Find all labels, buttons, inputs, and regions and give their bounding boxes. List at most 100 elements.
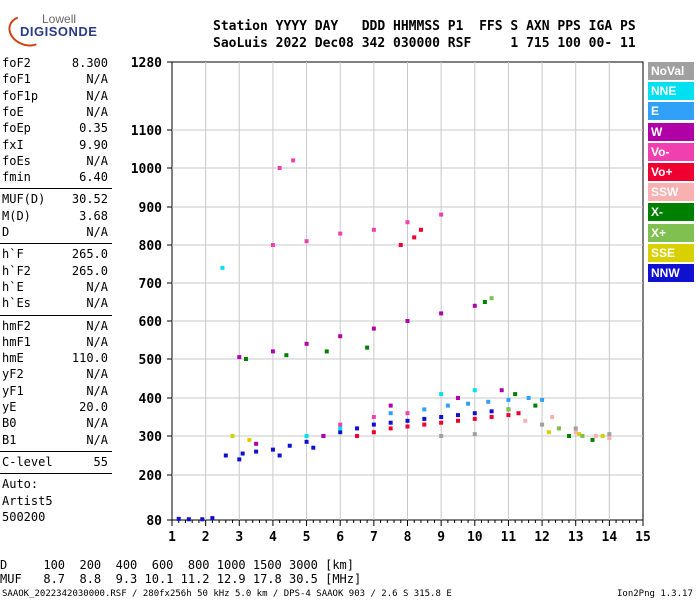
param-value: N/A <box>86 88 108 103</box>
x-tick-label: 4 <box>269 530 277 545</box>
param-value: 20.0 <box>79 400 108 414</box>
logo-line1: Lowell <box>42 12 77 26</box>
echo-point-nnw <box>240 451 245 456</box>
echo-point-vo- <box>472 416 477 421</box>
echo-point-w <box>388 403 393 408</box>
param-row: D N/A <box>2 225 108 241</box>
param-value: N/A <box>86 367 108 382</box>
echo-point-x- <box>244 357 249 361</box>
param-row: h`Es N/A <box>2 296 108 312</box>
echo-point-nnw <box>489 409 494 414</box>
param-value: N/A <box>86 383 108 398</box>
x-tick-label: 8 <box>404 530 412 545</box>
param-name: fxI <box>2 137 24 152</box>
param-value: N/A <box>86 153 108 168</box>
x-tick-label: 5 <box>303 530 311 545</box>
echo-point-x- <box>566 434 571 438</box>
param-divider <box>0 450 112 452</box>
legend-item-e: E <box>648 102 694 121</box>
x-tick-label: 3 <box>235 530 243 545</box>
echo-point-vo- <box>371 430 376 435</box>
auto-scaling-line2: Artist5 <box>2 493 53 508</box>
y-tick-label: 400 <box>139 392 163 407</box>
echo-point-vo- <box>388 426 393 431</box>
echo-point-x- <box>556 426 561 431</box>
echo-point-x- <box>580 434 585 438</box>
header-line1: Station YYYY DAY DDD HHMMSS P1 FFS S AXN… <box>213 19 636 34</box>
echo-point-nnw <box>455 413 460 418</box>
muf-row: MUF 8.7 8.8 9.3 10.1 11.2 12.9 17.8 30.5… <box>0 572 362 586</box>
param-value: 55 <box>93 454 108 469</box>
param-value: N/A <box>86 296 108 311</box>
param-name: fmin <box>2 170 31 185</box>
echo-point-vo- <box>270 243 275 247</box>
echo-point-vo- <box>439 212 444 217</box>
param-row: hmE 110.0 <box>2 351 108 367</box>
param-row: h`E N/A <box>2 280 108 296</box>
param-row: foEp 0.35 <box>2 121 108 137</box>
auto-scaling-line1: Auto: <box>2 477 39 492</box>
echo-point-w <box>371 326 376 331</box>
param-name: MUF(D) <box>2 192 46 207</box>
param-name: D <box>2 225 10 239</box>
param-name: foEs <box>2 153 31 168</box>
x-tick-label: 15 <box>635 530 651 545</box>
echo-point-nnw <box>405 418 410 423</box>
param-name: foEp <box>2 121 31 136</box>
echo-point-vo- <box>405 424 410 429</box>
echo-point-vo- <box>405 220 410 225</box>
echo-point-e <box>388 411 393 416</box>
echo-point-x- <box>284 353 289 358</box>
param-divider <box>0 473 112 475</box>
param-name: hmF1 <box>2 334 31 349</box>
param-value: N/A <box>86 416 108 431</box>
echo-point-nnw <box>439 415 444 419</box>
echo-point-w <box>472 303 477 308</box>
param-value: 30.52 <box>71 192 108 207</box>
y-tick-label: 600 <box>139 315 163 330</box>
param-divider <box>0 314 112 316</box>
legend-item-noval: NoVal <box>648 62 694 80</box>
echo-point-nnw <box>237 457 242 462</box>
param-name: yF1 <box>2 383 24 398</box>
param-value: N/A <box>86 432 108 447</box>
echo-point-sse <box>230 434 235 438</box>
param-value: 110.0 <box>71 351 108 366</box>
param-value: 3.68 <box>79 208 108 223</box>
echo-point-noval <box>607 432 612 437</box>
legend-item-x-: X- <box>648 203 694 222</box>
x-tick-label: 9 <box>437 530 445 545</box>
param-row: B0 N/A <box>2 416 108 432</box>
auto-scaling-line3: 500200 <box>2 509 46 524</box>
param-name: h`F2 <box>2 263 31 278</box>
echo-point-w <box>254 441 259 446</box>
echo-point-w <box>321 434 326 438</box>
echo-point-vo- <box>506 413 511 418</box>
echo-point-ssw <box>593 434 598 438</box>
echo-point-x- <box>513 392 518 397</box>
echo-point-x- <box>533 403 538 408</box>
x-tick-label: 7 <box>370 530 378 545</box>
echo-point-x- <box>482 300 487 304</box>
param-name: hmF2 <box>2 318 31 333</box>
x-tick-label: 10 <box>467 530 483 545</box>
echo-point-nne <box>439 392 444 397</box>
echo-point-nne <box>220 265 225 270</box>
y-tick-label: 900 <box>139 201 163 216</box>
param-name: yF2 <box>2 367 24 382</box>
param-name: foF2 <box>2 56 31 70</box>
y-tick-label: 500 <box>139 353 163 368</box>
station-header: Station YYYY DAY DDD HHMMSS P1 FFS S AXN… <box>213 18 636 52</box>
echo-point-vo- <box>338 422 343 427</box>
param-name: hmE <box>2 351 24 366</box>
param-name: foF1 <box>2 72 31 87</box>
param-row: foF1 N/A <box>2 72 108 88</box>
param-divider <box>0 243 112 245</box>
y-tick-label: 200 <box>139 469 163 484</box>
echo-point-nne <box>472 388 477 393</box>
echo-point-nnw <box>210 516 215 521</box>
echo-point-vo- <box>516 411 521 416</box>
echo-point-nnw <box>176 516 181 521</box>
echo-point-sse <box>577 432 582 437</box>
y-tick-label: 800 <box>139 239 163 254</box>
